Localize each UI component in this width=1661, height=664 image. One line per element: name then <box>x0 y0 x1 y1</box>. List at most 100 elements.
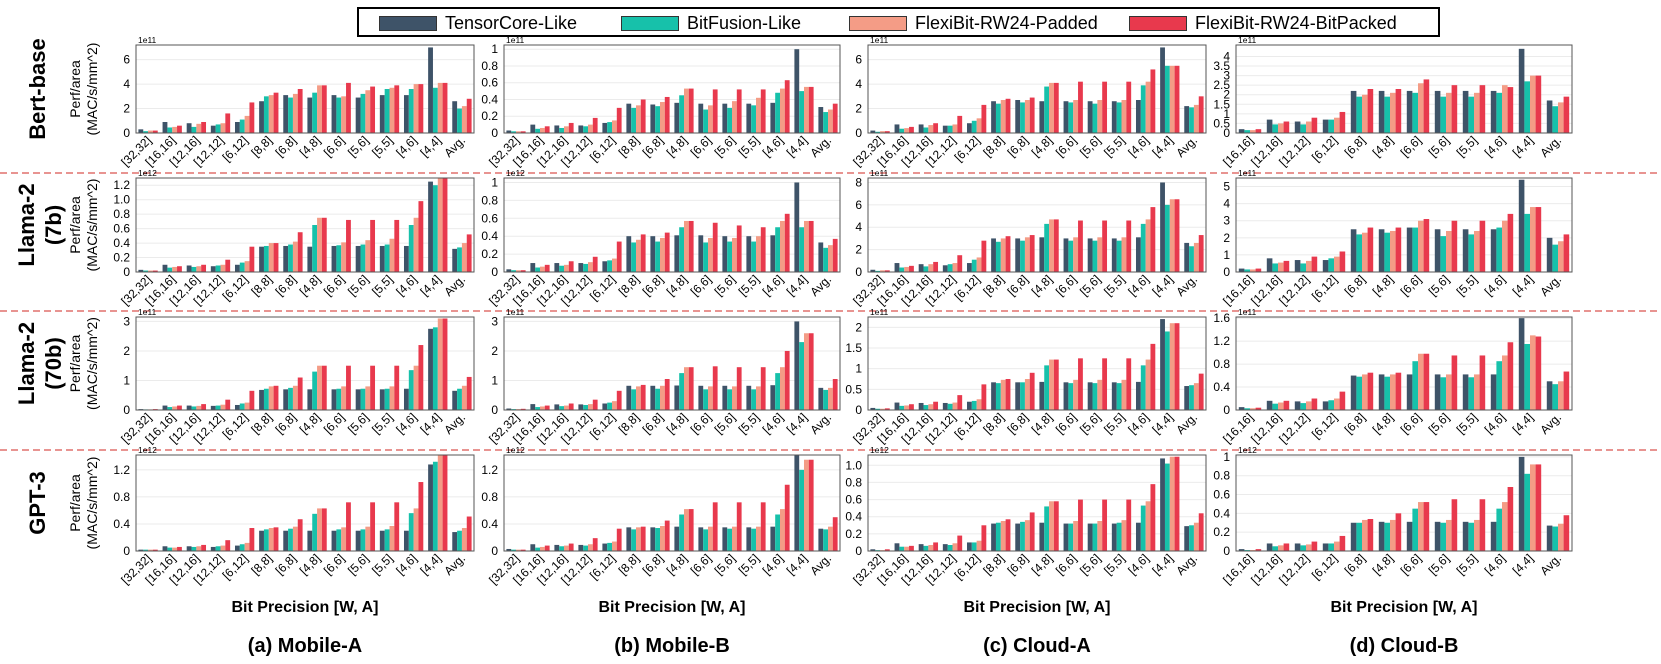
bar-flexibit-rw24-padded-6-12 <box>976 118 982 133</box>
bar-flexibit-rw24-bitpacked-6-6 <box>1078 81 1083 133</box>
x-tick-label: [8,8] <box>248 133 274 159</box>
bar-tensorcore-like-5-6 <box>355 530 361 551</box>
bar-bitfusion-like-12-16 <box>1272 124 1278 133</box>
bar-bitfusion-like-6-8 <box>288 528 293 551</box>
bar-bitfusion-like-6-8 <box>288 244 293 272</box>
bar-bitfusion-like-12-12 <box>583 545 588 551</box>
bar-flexibit-rw24-padded-5-5 <box>389 386 395 410</box>
bar-tensorcore-like-5-6 <box>355 245 361 272</box>
x-tick-label: [4,6] <box>1482 410 1508 436</box>
bar-tensorcore-like-avg <box>818 107 824 133</box>
bar-flexibit-rw24-bitpacked-6-12 <box>1339 535 1346 551</box>
bar-bitfusion-like-5-6 <box>1440 96 1446 133</box>
bar-tensorcore-like-16-16 <box>894 124 900 133</box>
x-tick-label: [8,8] <box>616 410 642 436</box>
y-tick-label: 2 <box>123 102 130 116</box>
bar-flexibit-rw24-bitpacked-5-5 <box>1126 81 1132 133</box>
bar-tensorcore-like-12-12 <box>578 404 584 410</box>
bar-tensorcore-like-12-16 <box>186 265 192 272</box>
bar-flexibit-rw24-bitpacked-6-12 <box>981 240 987 272</box>
bar-bitfusion-like-12-16 <box>559 265 564 272</box>
x-tick-label: [4,4] <box>1149 133 1175 159</box>
bar-flexibit-rw24-bitpacked-12-16 <box>933 542 939 551</box>
x-tick-label: [6,6] <box>321 551 347 577</box>
bar-flexibit-rw24-bitpacked-avg <box>1198 373 1204 410</box>
bar-tensorcore-like-5-6 <box>355 389 361 410</box>
bar-bitfusion-like-6-6 <box>703 242 708 272</box>
bar-flexibit-rw24-bitpacked-32-32 <box>884 549 890 551</box>
bar-flexibit-rw24-padded-avg <box>1193 242 1199 272</box>
bar-tensorcore-like-12-16 <box>554 263 560 272</box>
bar-bitfusion-like-avg <box>1552 106 1558 133</box>
bar-tensorcore-like-5-6 <box>722 385 728 410</box>
y-tick-label: 3 <box>1223 214 1230 228</box>
y-tick-label: 0 <box>1223 126 1230 140</box>
bar-flexibit-rw24-padded-4-6 <box>780 220 785 272</box>
column-label-1: (a) Mobile-A <box>248 635 362 657</box>
x-tick-label: [6,6] <box>321 410 347 436</box>
bar-bitfusion-like-32-32 <box>143 549 149 551</box>
x-tick-label: [6,12] <box>1309 410 1340 441</box>
y-exponent-label: 1e12 <box>1238 445 1257 455</box>
bar-tensorcore-like-5-5 <box>746 236 752 272</box>
bar-bitfusion-like-12-12 <box>583 126 588 133</box>
bar-flexibit-rw24-padded-16-16 <box>540 266 545 272</box>
bar-tensorcore-like-4-6 <box>403 530 409 551</box>
bar-bitfusion-like-4-8 <box>679 373 684 410</box>
bar-tensorcore-like-4-6 <box>1135 237 1141 272</box>
x-tick-label: [12,16] <box>1248 410 1284 446</box>
bar-flexibit-rw24-padded-6-8 <box>1362 94 1368 133</box>
x-tick-label: [12,12] <box>1276 551 1312 587</box>
bar-flexibit-rw24-bitpacked-avg <box>466 516 472 551</box>
panel-bert-base-mobile-b: 00.20.40.60.811e11[32,32][16,16][12,16][… <box>481 35 841 169</box>
bar-flexibit-rw24-bitpacked-12-16 <box>568 261 574 272</box>
bar-bitfusion-like-6-12 <box>971 400 977 410</box>
bar-flexibit-rw24-bitpacked-5-6 <box>736 89 742 133</box>
bar-flexibit-rw24-padded-4-4 <box>1530 207 1536 272</box>
bar-flexibit-rw24-bitpacked-5-5 <box>760 367 766 410</box>
axes-frame <box>1235 316 1573 411</box>
bar-flexibit-rw24-bitpacked-4-6 <box>1150 343 1156 410</box>
bar-flexibit-rw24-bitpacked-avg <box>1563 515 1570 551</box>
bar-flexibit-rw24-bitpacked-12-12 <box>592 399 598 410</box>
bar-flexibit-rw24-bitpacked-8-8 <box>273 243 279 272</box>
bar-tensorcore-like-6-12 <box>602 122 608 133</box>
bar-bitfusion-like-16-16 <box>535 128 540 133</box>
x-tick-label: [8,8] <box>980 551 1006 577</box>
bar-flexibit-rw24-padded-6-8 <box>292 241 298 272</box>
bar-bitfusion-like-5-6 <box>1440 377 1446 410</box>
bar-flexibit-rw24-padded-16-16 <box>172 547 178 551</box>
row-label-line: (70b) <box>41 337 66 390</box>
bar-flexibit-rw24-bitpacked-32-32 <box>520 131 526 133</box>
bar-bitfusion-like-4-6 <box>1496 92 1502 133</box>
bar-bitfusion-like-16-16 <box>167 127 173 133</box>
y-tick-label: 2 <box>855 243 862 257</box>
bar-flexibit-rw24-padded-6-12 <box>1334 117 1340 133</box>
bar-flexibit-rw24-padded-5-5 <box>1474 92 1480 133</box>
y-tick-label: 0 <box>491 544 498 558</box>
bar-flexibit-rw24-padded-12-16 <box>928 404 934 410</box>
bar-tensorcore-like-avg <box>1546 237 1553 272</box>
bar-bitfusion-like-avg <box>823 529 828 551</box>
bar-bitfusion-like-4-8 <box>1044 365 1050 410</box>
bar-bitfusion-like-8-8 <box>631 107 636 133</box>
bar-flexibit-rw24-bitpacked-32-32 <box>520 270 526 272</box>
bar-flexibit-rw24-padded-5-6 <box>732 526 737 551</box>
bar-tensorcore-like-8-8 <box>991 238 996 272</box>
bar-bitfusion-like-4-8 <box>1044 223 1050 272</box>
bar-tensorcore-like-12-12 <box>578 263 584 272</box>
bar-bitfusion-like-32-32 <box>875 131 881 133</box>
bar-bitfusion-like-6-8 <box>1356 96 1362 133</box>
bar-flexibit-rw24-bitpacked-6-12 <box>249 102 255 133</box>
bar-tensorcore-like-4-6 <box>1490 374 1497 410</box>
bar-bitfusion-like-5-6 <box>360 244 366 272</box>
bar-flexibit-rw24-padded-avg <box>461 385 467 410</box>
bar-flexibit-rw24-padded-6-6 <box>1073 379 1079 410</box>
bar-flexibit-rw24-padded-12-16 <box>564 405 569 410</box>
bar-flexibit-rw24-padded-12-12 <box>220 404 226 410</box>
bar-bitfusion-like-5-5 <box>384 388 390 410</box>
bar-flexibit-rw24-padded-6-8 <box>292 385 298 410</box>
bar-bitfusion-like-5-5 <box>384 529 390 551</box>
bar-tensorcore-like-6-6 <box>698 103 704 133</box>
y-exponent-label: 1e12 <box>506 168 525 178</box>
